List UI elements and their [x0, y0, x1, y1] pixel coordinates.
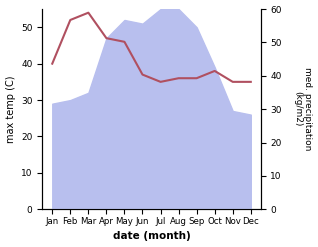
Y-axis label: med. precipitation
(kg/m2): med. precipitation (kg/m2): [293, 67, 313, 151]
Y-axis label: max temp (C): max temp (C): [5, 75, 16, 143]
X-axis label: date (month): date (month): [113, 231, 190, 242]
